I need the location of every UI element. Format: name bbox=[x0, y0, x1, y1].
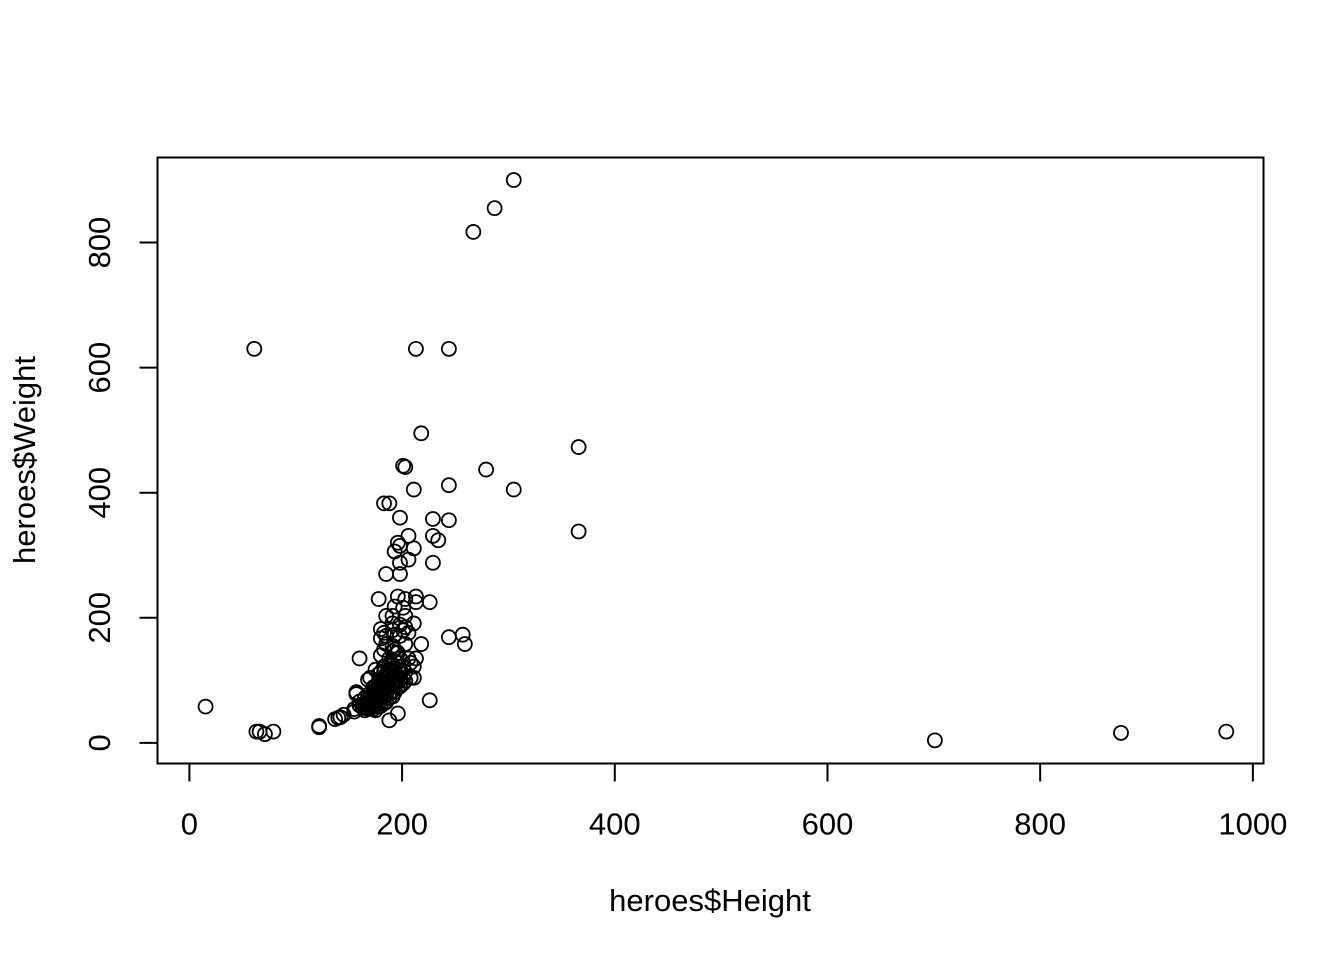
data-point bbox=[408, 650, 424, 667]
data-point bbox=[311, 719, 328, 736]
y-tick-label: 200 bbox=[82, 592, 117, 644]
data-point bbox=[570, 439, 587, 455]
x-tick-label: 1000 bbox=[1218, 807, 1287, 842]
x-tick-label: 800 bbox=[1014, 807, 1066, 842]
data-point bbox=[405, 669, 422, 686]
data-point bbox=[440, 512, 457, 529]
data-point bbox=[392, 650, 408, 667]
data-point bbox=[505, 172, 522, 188]
data-point bbox=[425, 554, 441, 571]
data-point bbox=[413, 425, 430, 442]
data-point bbox=[376, 624, 392, 641]
data-point bbox=[378, 566, 395, 582]
data-point bbox=[265, 723, 282, 740]
x-axis: 0 200 400 600 800 1000 bbox=[181, 762, 1287, 842]
x-tick-label: 0 bbox=[181, 807, 198, 842]
data-point bbox=[440, 340, 457, 357]
data-point bbox=[454, 626, 471, 643]
data-point bbox=[440, 629, 457, 646]
data-point bbox=[257, 726, 273, 743]
data-point bbox=[397, 636, 414, 652]
plot-frame bbox=[156, 156, 1265, 765]
x-tick-label: 600 bbox=[802, 807, 854, 842]
y-tick-label: 600 bbox=[82, 342, 117, 394]
data-point bbox=[197, 698, 214, 715]
data-point bbox=[397, 459, 414, 475]
data-point bbox=[405, 540, 422, 557]
y-axis-label: heroes$Weight bbox=[7, 356, 42, 564]
data-point bbox=[570, 523, 587, 540]
points-layer bbox=[197, 172, 1235, 749]
data-point bbox=[478, 461, 495, 478]
data-point bbox=[405, 481, 422, 498]
data-point bbox=[1218, 723, 1235, 740]
data-point bbox=[505, 481, 522, 498]
data-point bbox=[370, 591, 387, 607]
data-point bbox=[413, 636, 430, 652]
data-point bbox=[1113, 724, 1129, 741]
data-point bbox=[421, 692, 438, 709]
data-point bbox=[440, 477, 457, 494]
data-point bbox=[386, 598, 403, 615]
x-tick-label: 400 bbox=[589, 807, 641, 842]
data-point bbox=[926, 732, 943, 749]
y-tick-label: 0 bbox=[82, 734, 117, 751]
data-point bbox=[376, 495, 392, 512]
data-point bbox=[392, 554, 408, 571]
y-tick-label: 800 bbox=[82, 217, 117, 269]
data-point bbox=[395, 599, 412, 616]
data-point bbox=[402, 654, 419, 671]
x-axis-label: heroes$Height bbox=[609, 883, 811, 918]
data-point bbox=[425, 527, 441, 544]
data-point bbox=[248, 723, 265, 740]
x-tick-label: 200 bbox=[376, 807, 428, 842]
data-point bbox=[400, 624, 417, 641]
data-point bbox=[405, 615, 422, 632]
data-point bbox=[405, 658, 422, 675]
data-point bbox=[351, 650, 368, 667]
data-point bbox=[408, 588, 424, 605]
data-point bbox=[246, 340, 263, 357]
data-point bbox=[389, 705, 406, 722]
data-point bbox=[456, 636, 473, 652]
data-point bbox=[465, 224, 482, 240]
data-point bbox=[392, 566, 408, 582]
data-point bbox=[408, 340, 424, 357]
data-point bbox=[392, 509, 408, 526]
data-point bbox=[421, 594, 438, 611]
data-point bbox=[397, 591, 414, 607]
data-point bbox=[425, 511, 441, 527]
data-point bbox=[332, 709, 349, 726]
data-point bbox=[381, 495, 398, 512]
data-point bbox=[486, 200, 503, 217]
y-axis: 0 200 400 600 800 bbox=[82, 217, 159, 751]
y-tick-label: 400 bbox=[82, 467, 117, 519]
data-point bbox=[430, 532, 447, 549]
